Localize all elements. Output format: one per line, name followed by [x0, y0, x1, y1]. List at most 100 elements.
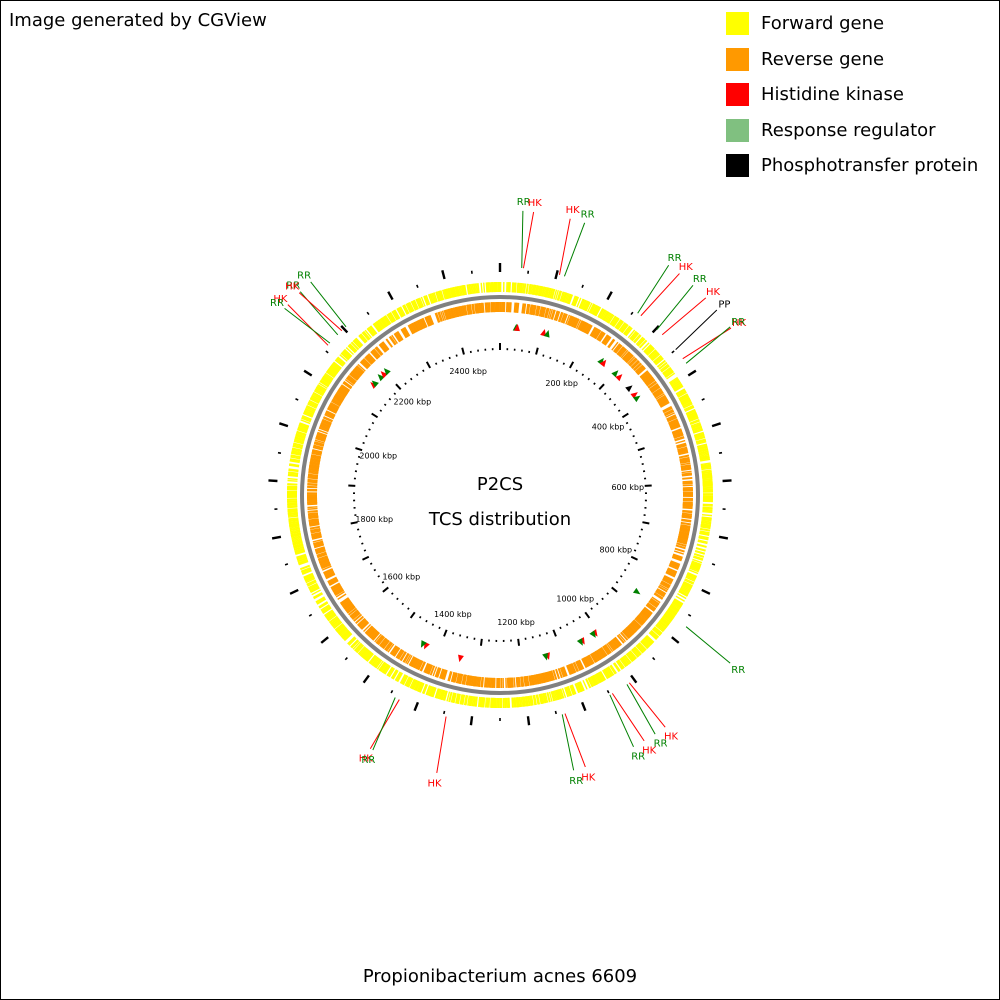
outer-minor-tick [390, 690, 394, 694]
reverse-gene-mark [662, 405, 672, 412]
reverse-gene-mark [656, 394, 666, 402]
reverse-gene-mark [312, 446, 323, 451]
forward-gene-mark [378, 661, 386, 671]
reverse-gene-mark [581, 658, 587, 668]
forward-gene-mark [595, 673, 601, 684]
forward-gene-mark [413, 680, 419, 691]
forward-gene-mark [683, 403, 693, 409]
outer-major-tick [606, 291, 613, 301]
reverse-gene-mark [308, 513, 319, 517]
forward-gene-mark [544, 692, 549, 703]
forward-gene-mark [358, 646, 367, 656]
ruler-major-tick [395, 383, 402, 390]
reverse-gene-mark [307, 512, 318, 515]
reverse-gene-mark [382, 341, 390, 351]
legend-item-histidine-kinase: Histidine kinase [726, 77, 978, 113]
feature-marker [543, 330, 550, 338]
forward-gene-mark [605, 312, 612, 323]
forward-gene-mark [609, 665, 616, 675]
reverse-gene-mark [377, 636, 386, 646]
reverse-gene-mark [681, 519, 692, 523]
outer-minor-tick [443, 710, 446, 715]
reverse-gene-mark [681, 470, 692, 474]
feature-callout-line [561, 714, 575, 771]
outer-major-tick [303, 369, 313, 377]
reverse-gene-mark [680, 460, 691, 464]
forward-gene-mark [661, 365, 670, 373]
reverse-gene-mark [666, 568, 677, 575]
forward-gene-mark [663, 614, 673, 622]
forward-gene-mark [287, 479, 298, 482]
reverse-gene-mark [615, 345, 623, 354]
feature-label: RR [581, 209, 595, 220]
ruler-minor-tick [373, 568, 377, 572]
reverse-gene-mark [670, 423, 680, 429]
reverse-gene-mark [674, 548, 685, 553]
ruler-label: 400 kbp [592, 422, 625, 431]
forward-gene-mark [289, 526, 300, 530]
ruler-label: 2200 kbp [394, 398, 432, 407]
ruler-label: 2400 kbp [449, 367, 487, 376]
reverse-gene-mark [307, 475, 318, 479]
feature-label: RR [631, 752, 645, 763]
reverse-gene-mark [563, 313, 568, 324]
reverse-gene-mark [641, 372, 651, 380]
feature-callout-line [611, 693, 645, 742]
reverse-gene-mark [677, 538, 688, 542]
forward-gene-mark [474, 696, 478, 707]
forward-gene-mark [619, 658, 627, 668]
forward-gene-mark [299, 422, 310, 427]
reverse-gene-mark [679, 530, 690, 534]
forward-gene-mark [288, 517, 299, 520]
forward-gene-mark [469, 284, 472, 295]
reverse-gene-mark [414, 321, 420, 332]
ruler-minor-tick [625, 421, 629, 425]
forward-gene-mark [542, 693, 546, 704]
reverse-gene-mark [520, 676, 523, 687]
ruler-minor-tick [575, 369, 578, 373]
reverse-gene-mark [582, 322, 589, 333]
forward-gene-mark [352, 641, 361, 650]
feature-label: HK [359, 754, 374, 765]
reverse-gene-mark [373, 348, 381, 358]
reverse-gene-mark [672, 430, 683, 436]
reverse-gene-mark [656, 588, 667, 595]
forward-gene-mark [511, 697, 514, 708]
ruler-minor-tick [357, 455, 361, 458]
reverse-gene-mark [598, 648, 605, 658]
forward-gene-mark [546, 692, 551, 703]
ruler-major-tick [535, 347, 539, 355]
forward-gene-mark [373, 658, 381, 668]
feature-marker [371, 380, 379, 388]
forward-gene-mark [604, 312, 611, 322]
forward-gene-mark [675, 388, 686, 396]
reverse-gene-mark [344, 603, 354, 611]
outer-major-tick [387, 291, 394, 301]
reverse-gene-mark [592, 651, 600, 662]
feature-label: HK [679, 262, 694, 273]
reverse-gene-mark [310, 528, 321, 532]
reverse-gene-mark [310, 530, 321, 534]
forward-gene-mark [324, 372, 334, 380]
ruler-ring: 200 kbp 400 kbp 600 kbp 800 kbp 1000 kbp 1200… [348, 343, 652, 646]
reverse-gene-mark [660, 581, 670, 588]
feature-callout-line [287, 304, 329, 346]
reverse-gene-mark [434, 667, 440, 678]
reverse-gene-mark [397, 331, 404, 341]
forward-gene-mark [339, 354, 348, 362]
forward-gene-mark [643, 637, 652, 646]
forward-gene-mark [307, 403, 317, 409]
forward-gene-mark [546, 287, 550, 298]
reverse-gene-mark [577, 660, 584, 670]
forward-gene-mark [395, 672, 402, 682]
reverse-gene-mark [320, 421, 331, 428]
reverse-gene-mark [364, 356, 373, 365]
forward-gene-mark [315, 596, 325, 603]
reverse-gene-mark [621, 630, 630, 640]
reverse-gene-mark [441, 310, 447, 321]
reverse-gene-mark [532, 674, 536, 685]
forward-gene-mark [559, 291, 564, 302]
forward-gene-mark [600, 309, 607, 320]
feature-callout-line [372, 697, 396, 751]
forward-gene-mark [514, 282, 517, 293]
